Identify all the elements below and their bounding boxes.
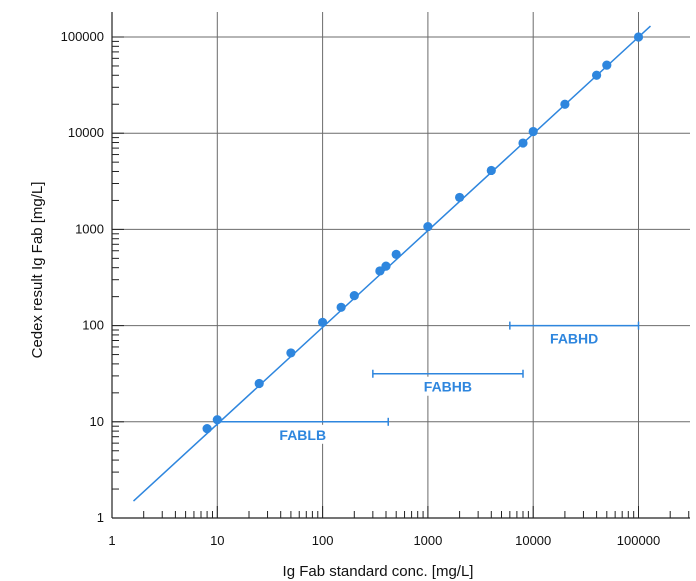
- x-tick-label: 10: [210, 533, 224, 548]
- data-point: [633, 32, 644, 42]
- data-point: [336, 302, 346, 312]
- axes: 1 10 100 1000 10000 100000 1 10 100 1000 10000 1000…: [61, 12, 690, 548]
- data-point: [423, 221, 433, 232]
- y-tick-label: 100000: [61, 29, 104, 44]
- x-tick-label: 100: [312, 533, 334, 548]
- data-point: [318, 317, 328, 327]
- range-label: FABLB: [279, 427, 326, 443]
- measurement-ranges: FABLB FABHB FABHD: [216, 321, 640, 444]
- range-label-background: [545, 328, 604, 348]
- range-label-background: [273, 424, 332, 444]
- grid: [112, 12, 690, 518]
- x-tick-label: 1000: [413, 533, 442, 548]
- x-axis-label: Ig Fab standard conc. [mg/L]: [283, 563, 474, 580]
- data-point: [391, 249, 401, 259]
- data-point: [454, 192, 465, 203]
- data-point: [486, 165, 496, 176]
- y-tick-label: 10: [90, 414, 104, 429]
- data-point: [202, 423, 212, 434]
- data-point: [286, 348, 296, 358]
- data-point: [560, 99, 570, 109]
- data-point: [602, 60, 612, 70]
- y-axis-label: Cedex result Ig Fab [mg/L]: [29, 182, 46, 359]
- y-tick-label: 1000: [75, 221, 104, 236]
- y-tick-label: 100: [82, 318, 104, 333]
- data-point: [254, 378, 264, 389]
- x-tick-label: 100000: [617, 533, 660, 548]
- data-point: [349, 291, 359, 301]
- data-point: [518, 138, 528, 148]
- y-tick-label: 1: [97, 510, 104, 525]
- range-label-background: [418, 376, 477, 396]
- y-tick-label: 10000: [68, 125, 104, 140]
- x-tick-label: 1: [108, 533, 115, 548]
- range-label: FABHD: [550, 331, 598, 347]
- data-point: [381, 261, 391, 271]
- data-point: [591, 70, 602, 80]
- x-tick-label: 10000: [515, 533, 551, 548]
- data-point: [528, 126, 538, 137]
- range-label: FABHB: [424, 379, 472, 395]
